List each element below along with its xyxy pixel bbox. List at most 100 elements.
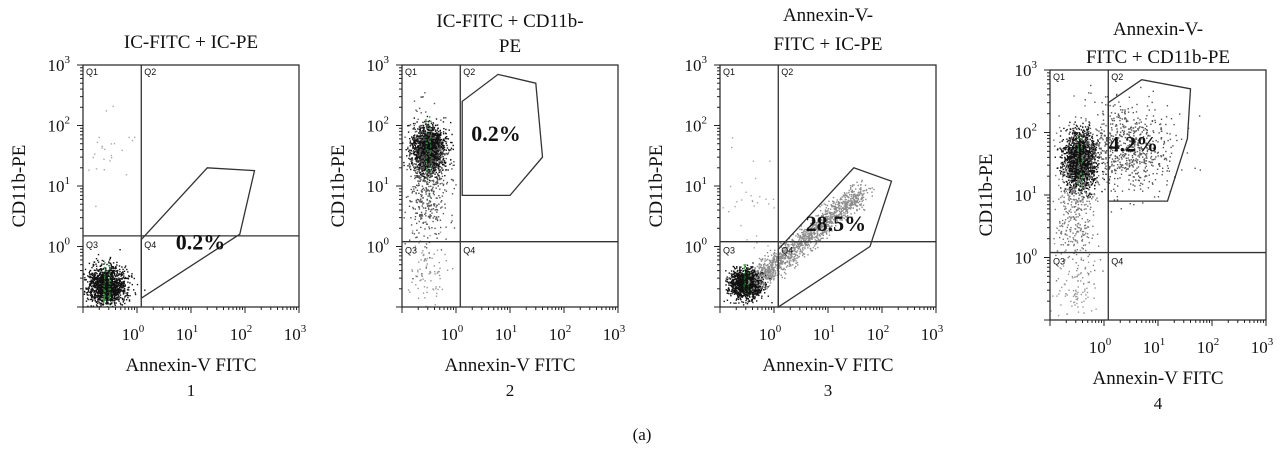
data-point <box>426 120 428 123</box>
data-point <box>433 151 435 153</box>
data-point <box>110 157 113 159</box>
data-point <box>418 147 420 149</box>
data-point <box>414 142 416 144</box>
data-point <box>433 194 435 196</box>
data-point <box>426 115 429 118</box>
data-point <box>408 205 411 207</box>
data-point <box>108 275 110 277</box>
data-point <box>109 160 111 162</box>
data-point <box>430 185 432 187</box>
data-point <box>740 278 742 280</box>
data-point <box>436 218 438 220</box>
data-point <box>102 273 105 275</box>
data-point <box>109 288 111 290</box>
data-point <box>98 270 100 272</box>
data-point <box>411 161 413 163</box>
data-point <box>421 273 423 275</box>
data-point <box>87 305 89 307</box>
data-point <box>404 136 406 138</box>
data-point <box>738 288 741 291</box>
data-point <box>96 280 99 282</box>
data-point <box>755 274 757 276</box>
data-point <box>418 141 420 143</box>
data-point <box>414 131 417 133</box>
data-point <box>751 267 753 269</box>
data-point <box>431 174 433 176</box>
data-point <box>109 289 111 291</box>
data-point <box>114 266 117 268</box>
data-point <box>111 302 113 304</box>
data-point <box>98 287 100 289</box>
data-point <box>733 291 735 294</box>
data-point <box>414 144 416 147</box>
data-point <box>752 269 754 272</box>
data-point <box>109 287 111 289</box>
data-point <box>123 273 125 275</box>
data-point <box>727 288 729 290</box>
data-point <box>124 296 126 298</box>
data-point <box>742 280 744 282</box>
data-point <box>87 289 90 291</box>
data-point <box>102 286 104 288</box>
data-point <box>99 291 101 293</box>
data-point <box>127 292 129 294</box>
data-point <box>423 128 425 131</box>
data-point <box>100 281 102 283</box>
quadrant-label: Q4 <box>144 240 156 250</box>
data-point <box>738 287 740 289</box>
data-point <box>749 287 751 290</box>
data-point <box>442 158 444 161</box>
data-point <box>749 270 751 273</box>
data-point <box>103 278 105 281</box>
data-point <box>107 272 110 274</box>
data-point <box>425 151 428 153</box>
data-point <box>414 158 416 160</box>
data-point <box>428 143 431 145</box>
data-point <box>121 278 123 280</box>
data-point <box>119 292 121 294</box>
data-point <box>128 289 130 291</box>
data-point <box>733 270 735 272</box>
data-point <box>117 287 119 290</box>
data-point <box>102 304 104 306</box>
data-point <box>428 181 430 184</box>
data-point <box>435 155 437 158</box>
data-point <box>440 138 443 141</box>
data-point <box>113 286 115 288</box>
data-point <box>437 149 439 152</box>
data-point <box>429 215 431 218</box>
data-point <box>441 206 443 208</box>
data-point <box>438 317 439 318</box>
data-point <box>428 179 431 181</box>
data-point <box>95 301 98 304</box>
data-point <box>727 281 730 284</box>
data-point <box>747 298 749 300</box>
data-point <box>455 184 457 186</box>
data-point <box>747 275 749 277</box>
data-point <box>431 157 433 160</box>
data-point <box>424 167 427 170</box>
data-point <box>106 270 108 272</box>
data-point <box>434 271 436 273</box>
data-point <box>421 201 423 203</box>
data-point <box>133 277 135 280</box>
data-point <box>403 161 405 164</box>
data-point <box>87 275 89 277</box>
data-point <box>109 276 111 279</box>
data-point <box>444 137 446 140</box>
data-point <box>98 295 100 298</box>
data-point <box>428 150 431 153</box>
data-point <box>108 303 110 305</box>
data-point <box>425 212 427 214</box>
data-point <box>751 291 753 294</box>
data-point <box>419 180 421 182</box>
data-point <box>431 159 433 161</box>
data-point <box>433 205 436 207</box>
data-point <box>100 276 102 279</box>
data-point <box>452 180 454 182</box>
data-point <box>426 150 428 152</box>
data-point <box>99 288 101 290</box>
data-point <box>419 167 421 170</box>
data-point <box>113 270 115 272</box>
data-point <box>757 285 759 288</box>
